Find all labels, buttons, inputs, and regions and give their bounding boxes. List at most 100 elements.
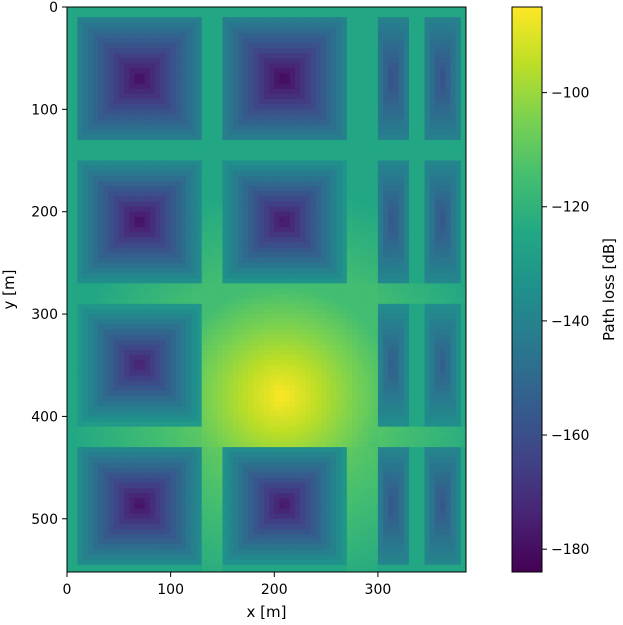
heatmap-cell bbox=[165, 99, 172, 105]
heatmap-cell bbox=[320, 73, 327, 80]
heatmap-cell bbox=[429, 7, 436, 13]
heatmap-cell bbox=[419, 314, 426, 320]
heatmap-cell bbox=[388, 298, 395, 305]
heatmap-cell bbox=[191, 237, 198, 244]
heatmap-cell bbox=[253, 114, 260, 121]
heatmap-cell bbox=[460, 32, 466, 39]
heatmap-cell bbox=[253, 17, 260, 23]
heatmap-cell bbox=[155, 206, 161, 213]
heatmap-cell bbox=[455, 7, 462, 13]
heatmap-cell bbox=[336, 211, 343, 218]
heatmap-cell bbox=[124, 293, 130, 300]
heatmap-cell bbox=[414, 165, 420, 172]
heatmap-cell bbox=[419, 324, 426, 331]
heatmap-cell bbox=[403, 160, 410, 167]
heatmap-cell bbox=[263, 298, 270, 305]
heatmap-cell bbox=[357, 319, 363, 325]
heatmap-cell bbox=[67, 155, 73, 162]
heatmap-cell bbox=[238, 288, 244, 295]
heatmap-cell bbox=[113, 165, 120, 172]
heatmap-cell bbox=[460, 83, 466, 90]
heatmap-cell bbox=[409, 104, 415, 110]
heatmap-cell bbox=[118, 288, 125, 295]
heatmap-cell bbox=[175, 237, 182, 244]
heatmap-cell bbox=[289, 124, 296, 131]
heatmap-cell bbox=[398, 124, 405, 131]
heatmap-cell bbox=[134, 201, 141, 208]
heatmap-cell bbox=[346, 104, 353, 110]
heatmap-cell bbox=[243, 73, 249, 80]
heatmap-cell bbox=[388, 283, 395, 290]
heatmap-cell bbox=[403, 7, 410, 13]
heatmap-cell bbox=[217, 124, 224, 131]
heatmap-cell bbox=[372, 37, 379, 44]
heatmap-cell bbox=[243, 329, 249, 336]
heatmap-cell bbox=[155, 288, 161, 295]
heatmap-cell bbox=[87, 186, 94, 192]
heatmap-cell bbox=[336, 104, 343, 110]
heatmap-cell bbox=[196, 268, 203, 274]
heatmap-cell bbox=[222, 12, 229, 18]
heatmap-cell bbox=[274, 211, 281, 218]
heatmap-cell bbox=[305, 211, 312, 218]
heatmap-cell bbox=[336, 17, 343, 23]
heatmap-cell bbox=[357, 42, 363, 49]
heatmap-cell bbox=[243, 129, 249, 136]
heatmap-cell bbox=[409, 262, 415, 269]
heatmap-cell bbox=[92, 88, 99, 95]
heatmap-cell bbox=[440, 288, 446, 295]
heatmap-cell bbox=[238, 42, 244, 49]
heatmap-cell bbox=[212, 104, 218, 110]
heatmap-cell bbox=[331, 221, 338, 228]
heatmap-cell bbox=[206, 196, 213, 203]
heatmap-cell bbox=[212, 262, 218, 269]
heatmap-cell bbox=[134, 273, 141, 279]
heatmap-cell bbox=[388, 63, 395, 70]
heatmap-cell bbox=[258, 42, 265, 49]
heatmap-cell bbox=[403, 119, 410, 126]
heatmap-cell bbox=[414, 99, 420, 105]
heatmap-cell bbox=[217, 134, 224, 141]
heatmap-cell bbox=[175, 53, 182, 59]
heatmap-cell bbox=[238, 109, 244, 116]
heatmap-cell bbox=[212, 155, 218, 162]
heatmap-cell bbox=[331, 206, 338, 213]
heatmap-cell bbox=[409, 170, 415, 177]
heatmap-cell bbox=[243, 257, 249, 264]
heatmap-cell bbox=[455, 201, 462, 208]
heatmap-cell bbox=[212, 32, 218, 39]
heatmap-cell bbox=[134, 334, 141, 341]
heatmap-cell bbox=[170, 134, 177, 141]
heatmap-cell bbox=[284, 211, 291, 218]
heatmap-cell bbox=[87, 278, 94, 284]
heatmap-cell bbox=[419, 37, 426, 44]
heatmap-cell bbox=[263, 329, 270, 336]
heatmap-cell bbox=[341, 124, 348, 131]
heatmap-cell bbox=[315, 140, 322, 146]
heatmap-cell bbox=[248, 68, 255, 75]
heatmap-cell bbox=[362, 221, 369, 228]
heatmap-cell bbox=[310, 83, 317, 90]
heatmap-cell bbox=[212, 17, 218, 23]
heatmap-cell bbox=[103, 268, 110, 274]
heatmap-cell bbox=[357, 293, 363, 300]
heatmap-cell bbox=[352, 170, 358, 177]
heatmap-cell bbox=[393, 165, 400, 172]
heatmap-cell bbox=[409, 63, 415, 70]
heatmap-cell bbox=[310, 227, 317, 233]
heatmap-cell bbox=[258, 94, 265, 100]
heatmap-cell bbox=[201, 119, 208, 126]
heatmap-cell bbox=[92, 175, 99, 182]
heatmap-cell bbox=[383, 278, 389, 284]
heatmap-cell bbox=[440, 42, 446, 49]
heatmap-cell bbox=[320, 242, 327, 249]
heatmap-cell bbox=[305, 42, 312, 49]
heatmap-cell bbox=[72, 119, 78, 126]
heatmap-cell bbox=[87, 17, 94, 23]
heatmap-cell bbox=[460, 155, 466, 162]
heatmap-cell bbox=[77, 278, 84, 284]
heatmap-cell bbox=[118, 186, 125, 192]
heatmap-cell bbox=[341, 293, 348, 300]
heatmap-cell bbox=[92, 324, 99, 331]
heatmap-cell bbox=[445, 293, 452, 300]
